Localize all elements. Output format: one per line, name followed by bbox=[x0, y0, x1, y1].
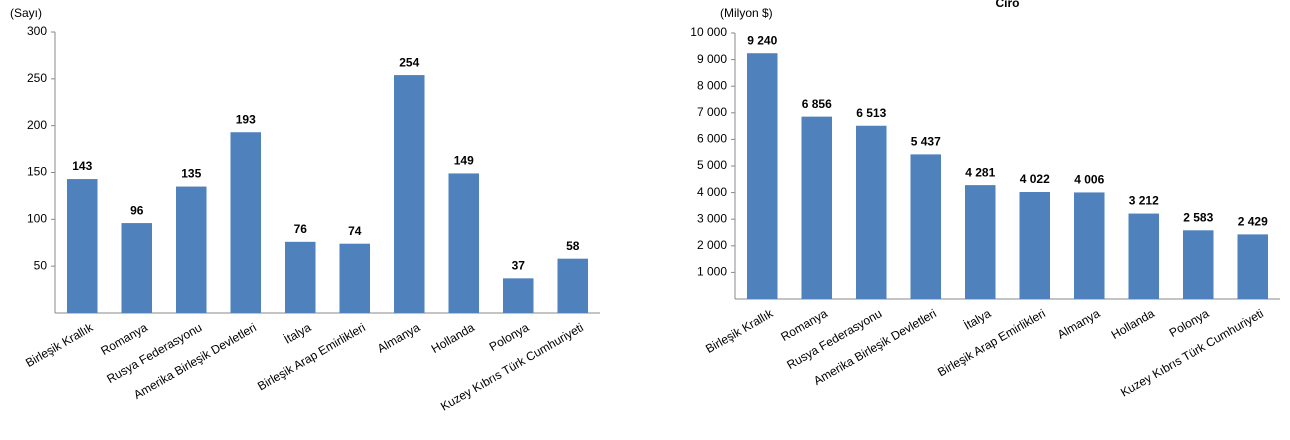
x-tick-label: Hollanda bbox=[1109, 306, 1157, 342]
bar bbox=[855, 125, 887, 299]
bar bbox=[746, 53, 778, 299]
x-tick-label: Almanya bbox=[375, 320, 423, 356]
value-label: 4 022 bbox=[1020, 172, 1050, 186]
bar bbox=[230, 132, 262, 313]
value-label: 2 429 bbox=[1238, 215, 1268, 229]
x-tick-label: İtalya bbox=[961, 306, 993, 333]
value-label: 254 bbox=[399, 55, 419, 69]
y-tick-label: 10 000 bbox=[690, 25, 727, 39]
value-label: 2 583 bbox=[1183, 210, 1213, 224]
value-label: 4 006 bbox=[1074, 173, 1104, 187]
value-label: 4 281 bbox=[965, 165, 995, 179]
y-tick-label: 5 000 bbox=[697, 158, 727, 172]
value-label: 3 212 bbox=[1129, 194, 1159, 208]
unit-label: (Sayı) bbox=[10, 6, 42, 20]
x-tick-label: Polonya bbox=[487, 320, 532, 354]
x-tick-label: Birleşik Krallık bbox=[703, 306, 776, 356]
bar bbox=[557, 258, 589, 313]
x-tick-label: Polonya bbox=[1167, 306, 1212, 340]
bar bbox=[502, 278, 534, 313]
y-tick-label: 3 000 bbox=[697, 211, 727, 225]
bar bbox=[801, 116, 833, 299]
value-label: 96 bbox=[130, 203, 144, 217]
y-tick-label: 8 000 bbox=[697, 78, 727, 92]
value-label: 9 240 bbox=[747, 33, 777, 47]
value-label: 74 bbox=[348, 224, 362, 238]
x-tick-label: İtalya bbox=[281, 320, 313, 347]
value-label: 58 bbox=[566, 239, 580, 253]
value-label: 6 856 bbox=[802, 97, 832, 111]
bar bbox=[1128, 213, 1160, 299]
bar bbox=[1073, 192, 1105, 299]
bar bbox=[121, 223, 153, 313]
value-label: 5 437 bbox=[911, 135, 941, 149]
bar bbox=[339, 243, 371, 313]
value-label: 143 bbox=[72, 159, 92, 173]
bar bbox=[284, 241, 316, 313]
unit-label: (Milyon $) bbox=[720, 6, 773, 20]
y-tick-label: 100 bbox=[27, 212, 47, 226]
x-tick-label: Almanya bbox=[1055, 306, 1103, 342]
value-label: 6 513 bbox=[856, 106, 886, 120]
y-tick-label: 50 bbox=[34, 258, 48, 272]
y-tick-label: 250 bbox=[27, 71, 47, 85]
bar bbox=[910, 154, 942, 299]
chart-title: Ciro bbox=[996, 0, 1020, 10]
bar bbox=[66, 179, 98, 313]
y-tick-label: 200 bbox=[27, 118, 47, 132]
value-label: 149 bbox=[454, 154, 474, 168]
x-tick-label: Birleşik Krallık bbox=[23, 320, 96, 370]
value-label: 193 bbox=[236, 112, 256, 126]
bar bbox=[448, 173, 480, 313]
x-tick-label: Hollanda bbox=[429, 320, 477, 356]
y-tick-label: 1 000 bbox=[697, 265, 727, 279]
y-tick-label: 6 000 bbox=[697, 132, 727, 146]
bar bbox=[1019, 192, 1051, 299]
value-label: 76 bbox=[294, 222, 308, 236]
value-label: 37 bbox=[512, 259, 526, 273]
y-tick-label: 2 000 bbox=[697, 238, 727, 252]
bar bbox=[393, 75, 425, 313]
bar bbox=[1182, 230, 1214, 299]
bar bbox=[964, 185, 996, 299]
y-tick-label: 7 000 bbox=[697, 105, 727, 119]
y-tick-label: 9 000 bbox=[697, 52, 727, 66]
y-tick-label: 150 bbox=[27, 165, 47, 179]
bar bbox=[1237, 234, 1269, 299]
y-tick-label: 300 bbox=[27, 24, 47, 38]
y-tick-label: 4 000 bbox=[697, 185, 727, 199]
value-label: 135 bbox=[181, 167, 201, 181]
bar bbox=[175, 186, 207, 313]
